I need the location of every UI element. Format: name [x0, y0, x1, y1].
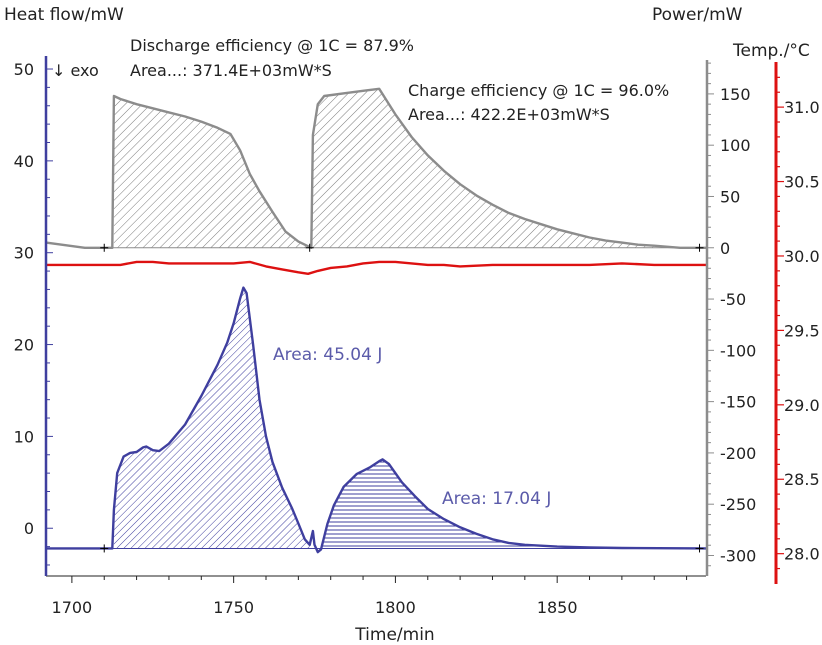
temperature-tick-label: 28.0	[784, 545, 820, 564]
annotation-discharge-area: Area...: 371.4E+03mW*S	[130, 61, 332, 80]
limit-marker-heat_flow-0	[100, 544, 109, 553]
power-tick-label: 0	[720, 239, 730, 258]
power-tick-label: -250	[720, 495, 756, 514]
heat-flow-tick-label: 50	[14, 60, 34, 79]
power-tick-label: 150	[720, 85, 751, 104]
series-line-heat-flow	[46, 286, 707, 554]
annotation-charge-area: Area...: 422.2E+03mW*S	[408, 105, 610, 124]
temperature-tick-label: 30.0	[784, 247, 820, 266]
x-tick-label: 1800	[375, 598, 416, 617]
heat-flow-axis-title: Heat flow/mW	[4, 5, 124, 25]
annotation-charge-efficiency: Charge efficiency @ 1C = 96.0%	[408, 81, 669, 100]
temperature-axis-title: Temp./°C	[732, 41, 810, 61]
limit-marker-power-0	[100, 243, 109, 252]
power-tick-label: -300	[720, 546, 756, 565]
heat-flow-tick-label: 10	[14, 427, 34, 446]
heat-flow-tick-label: 0	[24, 519, 34, 538]
heat-flow-tick-label: 40	[14, 152, 34, 171]
annotation-discharge-efficiency: Discharge efficiency @ 1C = 87.9%	[130, 36, 414, 55]
temperature-tick-label: 31.0	[784, 98, 820, 117]
heat-flow-tick-label: 20	[14, 336, 34, 355]
power-tick-label: -150	[720, 393, 756, 412]
x-tick-label: 1700	[52, 598, 93, 617]
x-axis-title: Time/min	[354, 625, 434, 645]
limit-marker-heat_flow-1	[695, 544, 704, 553]
heat-flow-tick-label: 30	[14, 244, 34, 263]
shaded-area-2	[113, 287, 310, 549]
power-tick-label: -50	[720, 290, 746, 309]
annotation-area-45: Area: 45.04 J	[273, 345, 382, 365]
integration-limit-markers	[100, 243, 704, 553]
shaded-areas	[113, 88, 694, 550]
temperature-tick-label: 29.0	[784, 396, 820, 415]
power-axis-title: Power/mW	[652, 5, 743, 25]
series-lines	[45, 87, 707, 554]
temperature-tick-label: 29.5	[784, 321, 820, 340]
power-tick-label: -100	[720, 341, 756, 360]
temperature-tick-label: 28.5	[784, 470, 820, 489]
power-tick-label: -200	[720, 444, 756, 463]
power-tick-label: 100	[720, 136, 751, 155]
shaded-area-1	[311, 88, 694, 248]
shaded-area-3	[321, 459, 687, 550]
annotation-area-17: Area: 17.04 J	[442, 489, 551, 509]
shaded-area-0	[113, 96, 310, 248]
series-line-power	[45, 87, 706, 249]
axes: 1700 1750 1800 1850 0 10 20 30 40 50 -300 -250 -200 -…	[14, 56, 820, 617]
power-tick-label: 50	[720, 187, 740, 206]
x-tick-label: 1850	[537, 598, 578, 617]
limit-marker-power-2	[695, 243, 704, 252]
series-line-temperature	[46, 260, 706, 275]
limit-marker-power-1	[305, 243, 314, 252]
x-tick-label: 1750	[213, 598, 254, 617]
exo-direction-label: ↓ exo	[52, 61, 99, 80]
temperature-tick-label: 30.5	[784, 173, 820, 192]
